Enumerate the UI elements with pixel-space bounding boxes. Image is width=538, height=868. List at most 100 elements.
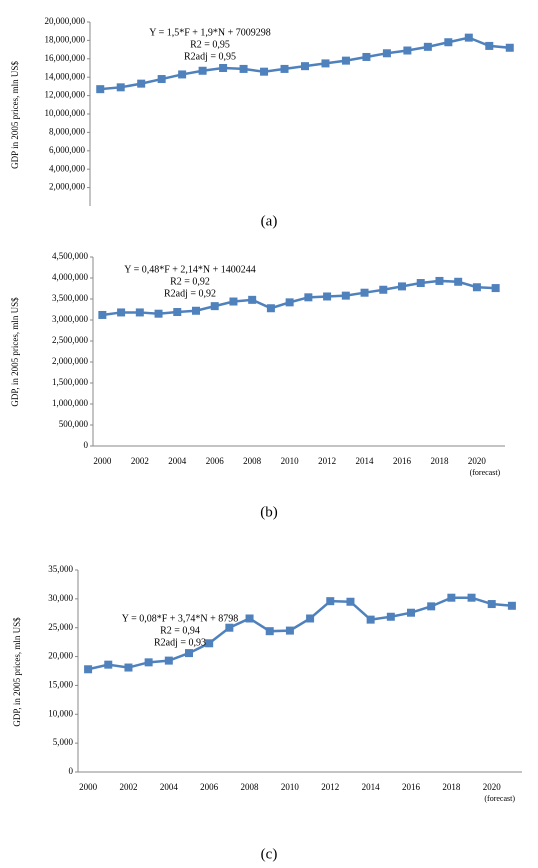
point-marker — [398, 282, 406, 291]
point-marker — [454, 277, 463, 286]
x-tick-label: 2012 — [318, 456, 336, 466]
point-marker — [137, 79, 146, 88]
point-marker — [403, 46, 412, 55]
equation: R2 = 0,92 — [170, 276, 210, 287]
point-marker — [225, 623, 234, 632]
point-marker — [285, 626, 294, 635]
point-marker — [423, 42, 432, 51]
point-marker — [507, 601, 516, 610]
y-tick-label: 6,000,000 — [49, 145, 86, 155]
x-tick-label: 2004 — [160, 782, 179, 792]
y-tick-label: 1,000,000 — [52, 398, 89, 408]
x-tick-label: 2006 — [200, 782, 219, 792]
y-axis-label: GDP in 2005 prices, mln US$ — [10, 61, 20, 169]
y-tick-label: 4,000,000 — [49, 163, 86, 173]
x-tick-label: 2016 — [402, 782, 421, 792]
x-tick-label: 2014 — [356, 456, 375, 466]
y-tick-label: 35,000 — [48, 564, 73, 574]
y-tick-label: 16,000,000 — [45, 53, 86, 63]
point-marker — [84, 665, 93, 674]
x-tick-label: 2018 — [430, 456, 449, 466]
y-tick-label: 12,000,000 — [45, 90, 86, 100]
point-marker — [116, 83, 125, 92]
point-marker — [173, 308, 182, 317]
x-tick-label: 2016 — [393, 456, 412, 466]
y-tick-label: 4,000,000 — [52, 272, 89, 282]
point-marker — [326, 597, 335, 606]
point-marker — [285, 298, 294, 307]
x-tick-label: 2010 — [281, 782, 300, 792]
forecast-note: (forecast) — [470, 468, 501, 477]
point-marker — [219, 64, 228, 72]
x-tick-label: 2014 — [362, 782, 381, 792]
point-marker — [117, 308, 126, 317]
point-marker — [435, 276, 444, 285]
equation: R2adj = 0,93 — [154, 637, 206, 648]
y-tick-label: 10,000 — [48, 708, 73, 718]
point-marker — [178, 70, 187, 79]
y-axis-label: GDP, in 2005 prices, mln US$ — [10, 297, 20, 407]
x-tick-label: 2008 — [243, 456, 262, 466]
x-tick-label: 2004 — [168, 456, 187, 466]
y-tick-label: 18,000,000 — [45, 34, 86, 44]
y-tick-label: 25,000 — [48, 622, 73, 632]
point-marker — [341, 56, 350, 65]
point-marker — [192, 306, 200, 315]
y-tick-label: 14,000,000 — [45, 71, 86, 81]
point-marker — [260, 67, 269, 76]
point-marker — [265, 627, 274, 636]
point-marker — [98, 310, 107, 319]
point-marker — [472, 283, 481, 292]
point-marker — [447, 593, 456, 602]
y-tick-label: 15,000 — [48, 679, 73, 689]
point-marker — [96, 85, 105, 94]
point-marker — [248, 295, 257, 304]
point-marker — [210, 302, 219, 311]
y-tick-label: 20,000 — [48, 651, 73, 661]
y-tick-label: 1,500,000 — [52, 377, 89, 387]
y-tick-label: 500,000 — [59, 419, 89, 429]
point-marker — [245, 614, 254, 623]
x-tick-label: 2020 — [483, 782, 502, 792]
point-marker — [144, 658, 153, 667]
equation: Y = 0,08*F + 3,74*N + 8798 — [122, 613, 239, 624]
point-marker — [491, 284, 500, 293]
point-marker — [157, 75, 166, 84]
point-marker — [323, 292, 332, 301]
point-marker — [306, 614, 315, 623]
point-marker — [360, 288, 369, 297]
point-marker — [341, 291, 350, 300]
point-marker — [321, 59, 330, 68]
point-marker — [164, 656, 173, 665]
x-tick-label: 2000 — [79, 782, 98, 792]
x-tick-label: 2006 — [206, 456, 225, 466]
equation: Y = 1,5*F + 1,9*N + 7009298 — [149, 27, 271, 38]
point-marker — [416, 279, 425, 288]
point-marker — [154, 309, 163, 318]
caption: (b) — [260, 504, 278, 520]
point-marker — [362, 52, 371, 61]
point-marker — [505, 43, 514, 52]
point-marker — [185, 649, 193, 658]
equation: R2adj = 0,95 — [184, 51, 236, 62]
point-marker — [198, 66, 207, 75]
y-tick-label: 2,000,000 — [49, 182, 86, 192]
y-tick-label: 5,000 — [53, 737, 74, 747]
caption: (c) — [261, 846, 278, 862]
point-marker — [379, 285, 388, 294]
point-marker — [444, 38, 453, 47]
y-tick-label: 4,500,000 — [52, 251, 89, 261]
point-marker — [346, 597, 355, 606]
point-marker — [239, 64, 248, 73]
x-tick-label: 2000 — [93, 456, 112, 466]
point-marker — [407, 608, 415, 617]
equation: R2 = 0,95 — [190, 39, 230, 50]
point-marker — [467, 593, 476, 602]
x-tick-label: 2002 — [131, 456, 149, 466]
x-tick-label: 2020 — [468, 456, 487, 466]
y-tick-label: 3,500,000 — [52, 293, 89, 303]
point-marker — [366, 615, 375, 624]
point-marker — [304, 293, 313, 302]
